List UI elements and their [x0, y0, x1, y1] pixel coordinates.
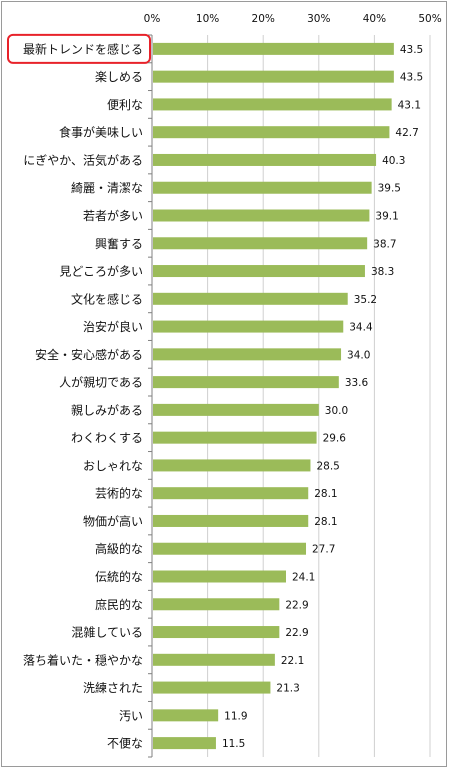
value-label: 21.3	[276, 683, 299, 695]
value-label: 11.5	[222, 738, 245, 750]
value-label: 39.5	[378, 183, 401, 195]
category-label: 最新トレンドを感じる	[23, 41, 143, 56]
category-label: 物価が高い	[83, 513, 143, 528]
category-label: 見どころが多い	[59, 264, 143, 279]
x-tick-label: 50%	[418, 13, 441, 25]
bar	[153, 737, 216, 750]
value-label: 24.1	[292, 572, 315, 584]
x-tick-label: 20%	[252, 13, 275, 25]
bar	[153, 292, 348, 305]
value-label: 33.6	[345, 377, 369, 389]
value-label: 28.1	[314, 488, 337, 500]
value-label: 40.3	[382, 155, 405, 167]
category-label: 便利な	[107, 98, 143, 112]
bar	[153, 403, 319, 416]
x-tick-label: 10%	[196, 13, 219, 25]
category-label: 楽しめる	[95, 70, 143, 84]
category-label: 落ち着いた・穏やかな	[23, 652, 143, 667]
value-label: 42.7	[395, 127, 418, 139]
bar	[153, 514, 309, 527]
value-label: 39.1	[375, 211, 398, 223]
bar	[153, 181, 372, 194]
value-label: 22.9	[285, 599, 308, 611]
value-label: 30.0	[325, 405, 348, 417]
bar	[153, 348, 342, 361]
category-label: 洗練された	[83, 681, 143, 695]
value-label: 29.6	[323, 433, 347, 445]
category-label: 汚い	[119, 709, 143, 723]
bar	[153, 681, 271, 694]
bar	[153, 487, 309, 500]
bar	[153, 265, 365, 278]
value-label: 43.5	[400, 72, 423, 84]
bar	[153, 126, 390, 139]
value-label: 35.2	[354, 294, 377, 306]
category-label: わくわくする	[71, 431, 143, 445]
bar	[153, 98, 392, 111]
category-label: 混雑している	[71, 625, 143, 640]
bar	[153, 459, 311, 472]
category-label: 人が親切である	[59, 375, 143, 390]
bar	[153, 376, 339, 389]
bar	[153, 431, 317, 444]
bar	[153, 70, 394, 83]
value-label: 27.7	[312, 544, 335, 556]
value-label: 34.4	[349, 322, 373, 334]
value-label: 34.0	[347, 349, 370, 361]
category-label: 庶民的な	[95, 597, 143, 612]
x-tick-label: 40%	[363, 13, 386, 25]
category-label: 不便な	[107, 737, 143, 751]
bar	[153, 153, 377, 166]
bar	[153, 653, 275, 666]
category-label: 伝統的な	[95, 569, 143, 584]
bar	[153, 626, 280, 639]
value-label: 43.5	[400, 44, 423, 56]
value-label: 22.1	[281, 655, 304, 667]
category-label: 安全・安心感がある	[35, 347, 143, 362]
bar	[153, 542, 307, 555]
bar	[153, 709, 219, 722]
value-label: 38.7	[373, 238, 396, 250]
highlight-box	[7, 33, 151, 64]
category-label: 興奮する	[95, 236, 143, 251]
value-label: 43.1	[398, 99, 421, 111]
value-label: 22.9	[285, 627, 308, 639]
category-label: にぎやか、活気がある	[23, 152, 143, 167]
bar	[153, 237, 368, 250]
category-label: 文化を感じる	[71, 291, 143, 306]
value-label: 28.5	[316, 460, 339, 472]
category-label: 治安が良い	[83, 319, 143, 334]
bar	[153, 320, 344, 333]
bar	[153, 570, 286, 583]
x-tick-label: 30%	[307, 13, 330, 25]
category-label: 高級的な	[95, 541, 143, 556]
category-label: 食事が美味しい	[59, 125, 143, 140]
category-label: 親しみがある	[71, 402, 143, 417]
category-label: おしゃれな	[83, 459, 143, 473]
category-label: 綺麗・清潔な	[71, 180, 143, 195]
bar	[153, 42, 394, 55]
x-tick-label: 0%	[144, 13, 161, 25]
bar	[153, 598, 280, 611]
bar	[153, 209, 370, 222]
value-label: 38.3	[371, 266, 394, 278]
value-label: 28.1	[314, 516, 337, 528]
category-label: 芸術的な	[95, 486, 143, 501]
value-label: 11.9	[224, 710, 247, 722]
category-label: 若者が多い	[83, 208, 143, 223]
